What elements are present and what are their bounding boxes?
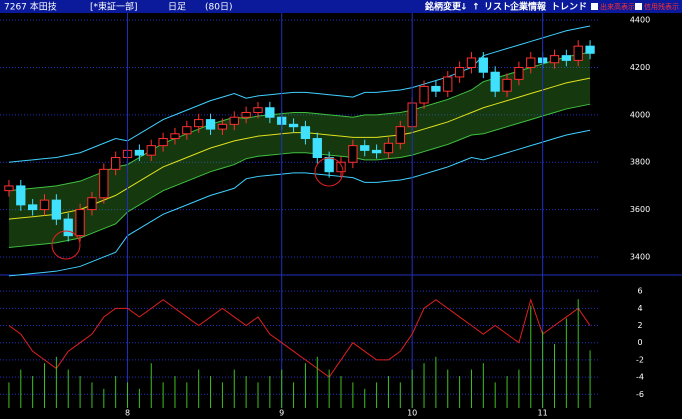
plot: 3400 3600 3800 4000 4200 4400 -6 -4 -2 0 2 4 6 8 9 10 11 xyxy=(0,13,650,418)
candle-body xyxy=(526,57,536,68)
candle-body xyxy=(241,111,251,118)
y-tick-label: 3800 xyxy=(630,158,650,167)
candle-body xyxy=(454,66,465,78)
button[interactable]: 企業情報 xyxy=(509,1,547,13)
candle-body xyxy=(466,57,477,68)
candle-body xyxy=(217,123,228,130)
button[interactable]: トレンド xyxy=(551,2,587,13)
candle-body xyxy=(194,119,204,128)
candle-body xyxy=(300,126,311,140)
toolbar xyxy=(0,0,682,13)
candle-body xyxy=(111,156,121,170)
y-tick-label: -2 xyxy=(636,355,644,364)
period: 日足 xyxy=(168,2,186,13)
check-label[interactable]: 信用残表示 xyxy=(644,2,679,11)
span: (80日) xyxy=(205,2,232,13)
candle-body xyxy=(182,126,192,135)
candle-body xyxy=(561,55,572,61)
candle-body xyxy=(27,204,38,211)
candle-body xyxy=(490,71,500,92)
candle-body xyxy=(324,156,334,173)
candle-body xyxy=(383,142,394,154)
button[interactable]: ↑ xyxy=(472,3,480,13)
candle-body xyxy=(229,116,239,125)
candle-body xyxy=(395,126,405,144)
y-tick-label: 4200 xyxy=(630,63,650,72)
line-series xyxy=(8,103,591,248)
candle-body xyxy=(502,78,512,92)
band-fill xyxy=(8,52,591,248)
candle-body xyxy=(265,107,275,118)
checkbox[interactable] xyxy=(635,3,642,10)
line-series xyxy=(8,25,591,163)
market: [*東証一部] xyxy=(90,1,138,13)
candle-body xyxy=(443,76,453,92)
line-series xyxy=(8,77,591,220)
candle-body xyxy=(585,45,595,54)
candle-body xyxy=(205,119,216,130)
checkbox[interactable] xyxy=(591,3,598,10)
highlight-circle xyxy=(51,230,81,260)
y-tick-label: 3400 xyxy=(630,252,650,261)
line-series xyxy=(8,298,591,378)
candle-body xyxy=(348,145,358,163)
y-tick-label: 6 xyxy=(637,287,642,296)
candle-body xyxy=(336,161,346,173)
y-tick-label: -6 xyxy=(636,390,644,399)
candle-body xyxy=(360,145,370,151)
stock-code: 7267 本田技 xyxy=(4,1,57,13)
y-tick-label: 4 xyxy=(637,304,642,313)
x-tick-label: 9 xyxy=(279,409,284,418)
y-tick-label: 3600 xyxy=(630,205,650,214)
candle-body xyxy=(371,149,382,154)
candle-body xyxy=(99,168,109,199)
button[interactable]: ↓ xyxy=(460,3,468,13)
y-tick-label: 4400 xyxy=(630,16,650,25)
candle-body xyxy=(312,138,322,158)
candle-body xyxy=(549,55,560,64)
candle-body xyxy=(419,85,429,104)
y-tick-label: 0 xyxy=(637,338,642,347)
candle-body xyxy=(39,199,50,211)
button[interactable]: 銘柄変更 xyxy=(425,1,462,13)
candle-body xyxy=(87,197,97,211)
line-series xyxy=(8,129,591,277)
candle-body xyxy=(573,45,583,61)
candle-body xyxy=(4,185,14,192)
candle-body xyxy=(146,145,156,156)
y-tick-label: -4 xyxy=(636,373,644,382)
x-tick-label: 10 xyxy=(407,409,417,418)
candle-body xyxy=(288,123,299,128)
candle-body xyxy=(134,149,145,156)
candle-body xyxy=(478,57,488,73)
candle-body xyxy=(514,66,524,80)
candle-body xyxy=(170,133,180,140)
x-tick-label: 8 xyxy=(125,409,130,418)
button[interactable]: リスト xyxy=(484,2,511,13)
candle-body xyxy=(75,209,85,237)
highlight-circle xyxy=(314,157,344,187)
candle-body xyxy=(158,138,168,147)
candle-body xyxy=(63,218,73,237)
candle-body xyxy=(253,107,263,113)
check-label[interactable]: 出来高表示 xyxy=(600,2,635,11)
y-tick-label: 2 xyxy=(637,321,642,330)
x-tick-label: 11 xyxy=(538,409,548,418)
candle-body xyxy=(431,85,441,92)
candle-body xyxy=(16,185,26,206)
y-tick-label: 4000 xyxy=(630,110,650,119)
candle-body xyxy=(51,199,62,220)
